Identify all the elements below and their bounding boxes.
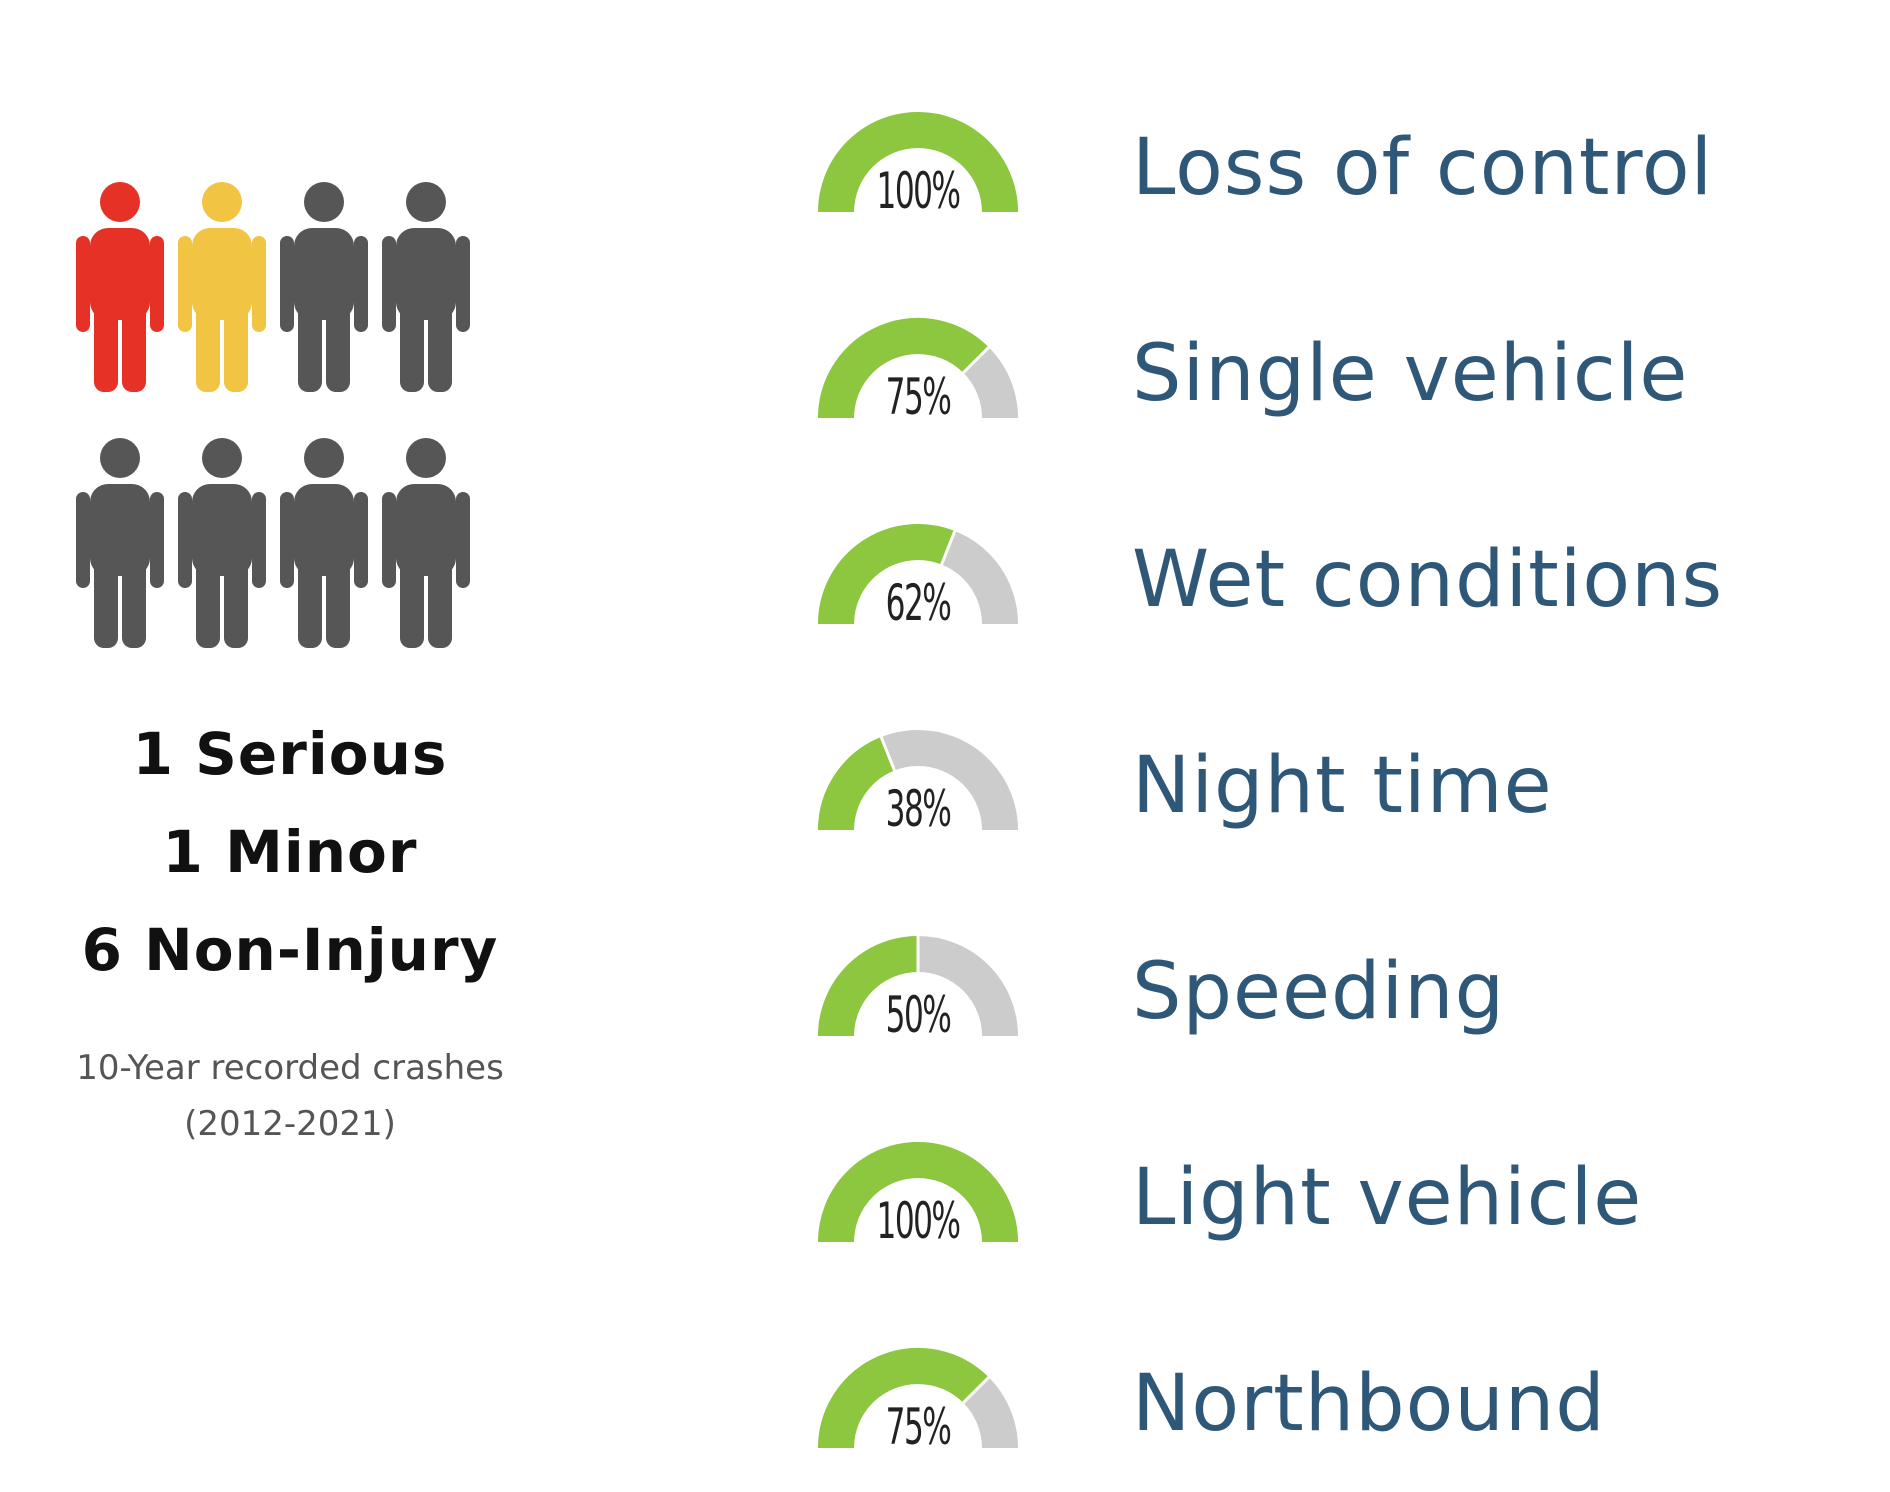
caption: 10-Year recorded crashes (2012-2021) — [40, 1040, 540, 1152]
gauge-category-label: Light vehicle — [1132, 1153, 1642, 1243]
gauge-category-label: Wet conditions — [1132, 535, 1723, 625]
gauge-category-label: Night time — [1132, 741, 1553, 831]
gauge-6: 75% Northbound — [818, 1348, 1606, 1456]
gauge-value-label: 50% — [886, 985, 951, 1044]
gauge-4: 50% Speeding — [818, 936, 1505, 1044]
gauge-fill — [818, 1348, 989, 1449]
serious-count: 1 Serious — [132, 720, 448, 788]
gauge-separator — [962, 346, 990, 374]
gauge-separator — [879, 736, 896, 772]
caption-line1: 10-Year recorded crashes — [76, 1048, 504, 1088]
person-icon-non-injury — [178, 438, 266, 648]
gauge-fill — [818, 1142, 1018, 1243]
gauge-value-label: 62% — [886, 573, 951, 632]
people-icon-grid — [76, 182, 470, 648]
injury-summary: 1 Serious 1 Minor 6 Non-Injury — [60, 705, 520, 999]
person-icon-non-injury — [382, 438, 470, 648]
gauge-category-label: Northbound — [1132, 1359, 1606, 1449]
gauge-2: 62% Wet conditions — [818, 524, 1723, 632]
non-injury-count: 6 Non-Injury — [81, 916, 499, 984]
gauge-fill — [818, 524, 955, 625]
person-icon-minor — [178, 182, 266, 392]
gauge-0: 100% Loss of control — [818, 112, 1713, 220]
person-icon-serious — [76, 182, 164, 392]
person-icon-non-injury — [280, 182, 368, 392]
gauge-1: 75% Single vehicle — [818, 318, 1688, 426]
caption-line2: (2012-2021) — [184, 1104, 396, 1144]
gauge-category-label: Speeding — [1132, 947, 1505, 1037]
gauge-category-label: Loss of control — [1132, 123, 1713, 213]
person-icon-non-injury — [382, 182, 470, 392]
person-icon-non-injury — [280, 438, 368, 648]
gauge-category-label: Single vehicle — [1132, 329, 1688, 419]
gauge-fill — [818, 737, 896, 831]
gauge-value-label: 75% — [886, 1397, 951, 1456]
gauge-5: 100% Light vehicle — [818, 1142, 1642, 1250]
gauge-fill — [818, 112, 1018, 213]
gauge-fill — [818, 936, 919, 1037]
minor-count: 1 Minor — [162, 818, 418, 886]
gauge-3: 38% Night time — [818, 730, 1553, 838]
person-icon-non-injury — [76, 438, 164, 648]
gauge-value-label: 100% — [877, 161, 960, 220]
gauge-value-label: 100% — [877, 1191, 960, 1250]
gauge-separator — [962, 1376, 990, 1404]
gauge-fill — [818, 318, 989, 419]
gauge-value-label: 75% — [886, 367, 951, 426]
gauge-separator — [940, 530, 957, 566]
gauge-value-label: 38% — [886, 779, 951, 838]
